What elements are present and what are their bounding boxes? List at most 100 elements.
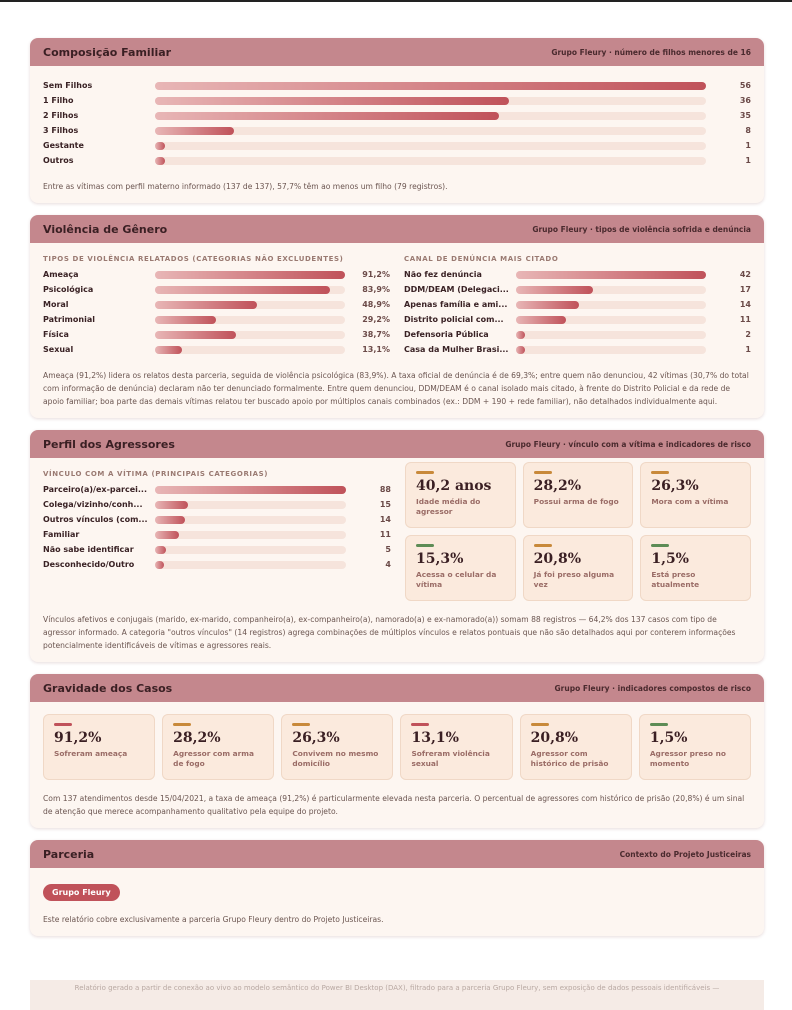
- kpi-accent: [533, 471, 552, 474]
- kpi-accent: [651, 471, 670, 474]
- kpi-accent: [649, 723, 668, 726]
- bar-label: Psicológica: [43, 285, 94, 294]
- kpi-accent: [416, 471, 434, 474]
- bar-value: 11: [739, 315, 751, 324]
- bar-track: [155, 96, 706, 105]
- bar-track: [155, 545, 346, 554]
- bar-value: 38,7%: [362, 330, 390, 339]
- kpi-accent: [533, 544, 552, 547]
- bar-column: VÍNCULO COM A VÍTIMA (PRINCIPAIS CATEGOR…: [43, 470, 391, 601]
- card: Violência de Gênero Grupo Fleury · tipos …: [30, 215, 764, 418]
- kpi-label: Agressor preso no momento: [649, 749, 726, 768]
- bar-value: 11: [379, 530, 391, 539]
- note: Com 137 atendimentos desde 15/04/2021, a…: [43, 794, 745, 816]
- bar: [155, 285, 330, 294]
- kpi-value: 20,8%: [530, 730, 579, 746]
- bar-value: 14: [739, 300, 751, 309]
- bar-track: [155, 345, 345, 354]
- bar-row: Psicológica 83,9%: [43, 282, 390, 297]
- kpi-tiles: 91,2% Sofreram ameaça 28,2% Agressor com ar…: [43, 714, 751, 780]
- bar-row: Defensoria Pública 2: [404, 327, 751, 342]
- bar-track: [155, 126, 706, 135]
- kpi-tile: 20,8% Já foi preso alguma vez: [522, 535, 634, 601]
- kpi-label: Possui arma de fogo: [533, 497, 619, 506]
- bar-label: Desconhecido/Outro: [43, 560, 135, 569]
- bar-value: 8: [745, 126, 751, 135]
- card-header: Composição Familiar Grupo Fleury · número…: [30, 38, 764, 66]
- bar-row: Gestante 1: [43, 138, 751, 153]
- bar-columns: Sem Filhos 56 1 Filho 36 2 Filhos 35 3 Filhos 8…: [43, 78, 751, 168]
- kpi-value: 1,5%: [649, 730, 688, 746]
- bar-label: Outros: [43, 156, 74, 165]
- bar-label: Não sabe identificar: [43, 545, 134, 554]
- kpi-label: Agressor com histórico de prisão: [530, 749, 609, 768]
- bar-row: Apenas família e ami... 14: [404, 297, 751, 312]
- card-subtitle: Grupo Fleury · vínculo com a vítima e in…: [505, 439, 751, 449]
- bar-label: Distrito policial com...: [404, 315, 504, 324]
- bar-label: Moral: [43, 300, 69, 309]
- kpi-value: 26,3%: [292, 730, 340, 746]
- card: Gravidade dos Casos Grupo Fleury · indica…: [30, 674, 764, 828]
- bar-track: [155, 285, 345, 294]
- kpi-value: 1,5%: [651, 551, 689, 567]
- bar-row: Casa da Mulher Brasi... 1: [404, 342, 751, 357]
- kpi-accent: [411, 723, 430, 726]
- bar-track: [155, 111, 706, 120]
- column-heading: TIPOS DE VIOLÊNCIA RELATADOS (CATEGORIAS…: [43, 255, 344, 263]
- bar-row: Moral 48,9%: [43, 297, 390, 312]
- note: Este relatório cobre exclusivamente a pa…: [43, 915, 384, 924]
- bar: [516, 285, 593, 294]
- bar-row: Não fez denúncia 42: [404, 267, 751, 282]
- bar: [155, 545, 166, 554]
- kpi-tile: 13,1% Sofreram violência sexual: [400, 714, 513, 780]
- bar-value: 15: [379, 500, 391, 509]
- kpi-value: 40,2 anos: [416, 478, 492, 494]
- bar-value: 1: [745, 141, 751, 150]
- kpi-tile: 28,2% Possui arma de fogo: [522, 462, 634, 528]
- bar-value: 1: [745, 345, 751, 354]
- bar-track: [155, 560, 346, 569]
- bar-value: 48,9%: [362, 300, 390, 309]
- kpi-tile: 28,2% Agressor com arma de fogo: [162, 714, 275, 780]
- bar-label: DDM/DEAM (Delegaci...: [404, 285, 509, 294]
- card-title: Composição Familiar: [43, 45, 172, 59]
- bar-track: [155, 330, 345, 339]
- bar-value: 35: [739, 111, 751, 120]
- kpi-accent: [173, 723, 192, 726]
- bar-row: Ameaça 91,2%: [43, 267, 390, 282]
- bar-track: [516, 300, 706, 309]
- bar-row: Outros vínculos (com... 14: [43, 512, 391, 527]
- bar-value: 83,9%: [362, 285, 390, 294]
- bar-row: Sem Filhos 56: [43, 78, 751, 93]
- card-title: Violência de Gênero: [43, 222, 168, 236]
- bar-track: [155, 156, 706, 165]
- kpi-label: Sofreram violência sexual: [411, 749, 490, 768]
- bar-label: Ameaça: [43, 270, 79, 279]
- bar-label: Sem Filhos: [43, 81, 93, 90]
- bar: [155, 96, 510, 105]
- card: Composição Familiar Grupo Fleury · número…: [30, 38, 764, 203]
- bar-columns: VÍNCULO COM A VÍTIMA (PRINCIPAIS CATEGOR…: [43, 470, 391, 601]
- kpi-value: 20,8%: [533, 551, 582, 567]
- bar-row: Outros 1: [43, 153, 751, 168]
- bar-label: 3 Filhos: [43, 126, 79, 135]
- bar-value: 5: [385, 545, 391, 554]
- kpi-accent: [292, 723, 311, 726]
- kpi-tile: 1,5% Agressor preso no momento: [638, 714, 751, 780]
- card-header: Gravidade dos Casos Grupo Fleury · indica…: [30, 674, 764, 702]
- bar-label: Sexual: [43, 345, 74, 354]
- bar: [516, 300, 580, 309]
- card-title: Parceria: [43, 847, 95, 861]
- bar-column: TIPOS DE VIOLÊNCIA RELATADOS (CATEGORIAS…: [43, 255, 390, 357]
- card-header: Perfil dos Agressores Grupo Fleury · vínc…: [30, 430, 764, 458]
- bar-label: 1 Filho: [43, 96, 74, 105]
- kpi-tile: 15,3% Acessa o celular da vítima: [405, 535, 516, 601]
- bar-track: [516, 270, 706, 279]
- note: Vínculos afetivos e conjugais (marido, e…: [43, 615, 736, 650]
- kpi-tiles: 40,2 anos Idade média do agressor 28,2% Pos…: [405, 462, 751, 601]
- bar-row: Patrimonial 29,2%: [43, 312, 390, 327]
- bar-column: CANAL DE DENÚNCIA MAIS CITADO Não fez den…: [404, 255, 751, 357]
- bar-track: [516, 285, 706, 294]
- kpi-label: Acessa o celular da vítima: [416, 570, 497, 589]
